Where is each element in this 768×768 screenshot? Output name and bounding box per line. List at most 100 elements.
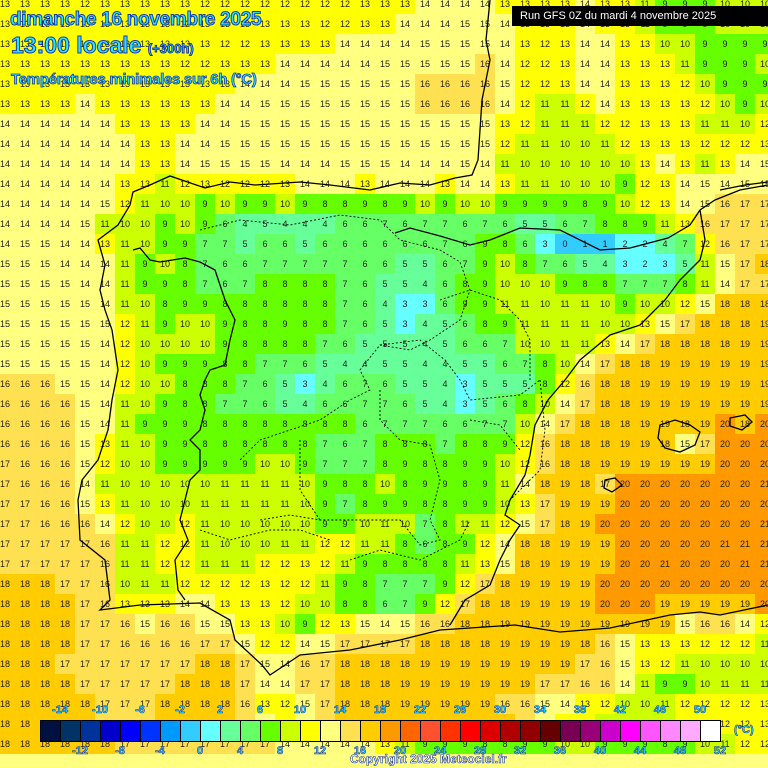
grid-value: 14 xyxy=(395,154,415,174)
grid-value: 12 xyxy=(115,354,135,374)
grid-value: 17 xyxy=(15,554,35,574)
grid-value: 15 xyxy=(195,614,215,634)
grid-value: 13 xyxy=(635,94,655,114)
grid-value: 9 xyxy=(435,474,455,494)
grid-value: 17 xyxy=(575,394,595,414)
grid-value: 20 xyxy=(715,574,735,594)
grid-value: 17 xyxy=(135,654,155,674)
grid-value: 14 xyxy=(0,234,15,254)
grid-value: 14 xyxy=(0,194,15,214)
grid-value: 14 xyxy=(295,154,315,174)
grid-value: 5 xyxy=(435,314,455,334)
grid-value: 12 xyxy=(515,114,535,134)
grid-value: 12 xyxy=(675,74,695,94)
grid-value: 13 xyxy=(635,654,655,674)
legend-tick-label: 2 xyxy=(217,704,223,716)
grid-value: 11 xyxy=(335,554,355,574)
legend-swatch xyxy=(121,721,141,741)
grid-value: 11 xyxy=(575,114,595,134)
grid-value: 9 xyxy=(555,274,575,294)
grid-value: 15 xyxy=(375,114,395,134)
grid-value: 10 xyxy=(295,514,315,534)
grid-value: 11 xyxy=(715,114,735,134)
legend-tick-label: -12 xyxy=(72,745,88,757)
grid-value: 21 xyxy=(735,554,755,574)
grid-value: 11 xyxy=(375,514,395,534)
grid-value: 4 xyxy=(315,374,335,394)
grid-value: 11 xyxy=(455,514,475,534)
grid-value: 13 xyxy=(55,94,75,114)
grid-value: 18 xyxy=(475,634,495,654)
grid-value: 5 xyxy=(375,314,395,334)
grid-value: 9 xyxy=(155,394,175,414)
grid-value: 10 xyxy=(535,154,555,174)
parameter-title: Températures minimales sur 6h (°C) xyxy=(11,71,257,88)
grid-value: 13 xyxy=(555,34,575,54)
grid-value: 18 xyxy=(155,694,175,714)
grid-value: 10 xyxy=(375,474,395,494)
grid-value: 10 xyxy=(115,574,135,594)
grid-value: 20 xyxy=(675,474,695,494)
grid-value: 18 xyxy=(395,654,415,674)
grid-value: 14 xyxy=(395,14,415,34)
grid-value: 20 xyxy=(635,594,655,614)
grid-value: 18 xyxy=(435,634,455,654)
grid-value: 15 xyxy=(695,174,715,194)
grid-value: 4 xyxy=(235,214,255,234)
grid-value: 10 xyxy=(155,494,175,514)
grid-value: 10 xyxy=(695,74,715,94)
grid-value: 11 xyxy=(575,294,595,314)
grid-value: 5 xyxy=(415,394,435,414)
grid-value: 9 xyxy=(515,194,535,214)
grid-value: 17 xyxy=(155,654,175,674)
grid-value: 10 xyxy=(695,654,715,674)
grid-value: 19 xyxy=(555,574,575,594)
grid-value: 10 xyxy=(235,534,255,554)
grid-value: 19 xyxy=(635,374,655,394)
grid-value: 19 xyxy=(735,354,755,374)
grid-value: 15 xyxy=(435,114,455,134)
grid-value: 10 xyxy=(195,334,215,354)
grid-value: 17 xyxy=(155,674,175,694)
grid-value: 18 xyxy=(615,394,635,414)
grid-value: 13 xyxy=(255,574,275,594)
grid-value: 11 xyxy=(715,674,735,694)
grid-value: 18 xyxy=(695,314,715,334)
legend-tick-label: 4 xyxy=(237,745,243,757)
grid-value: 16 xyxy=(55,454,75,474)
legend-tick-label: 50 xyxy=(694,704,706,716)
grid-value: 8 xyxy=(295,414,315,434)
grid-value: 13 xyxy=(635,54,655,74)
grid-value: 18 xyxy=(615,374,635,394)
grid-value: 14 xyxy=(575,54,595,74)
grid-value: 15 xyxy=(55,294,75,314)
grid-value: 9 xyxy=(215,314,235,334)
grid-value: 8 xyxy=(515,254,535,274)
grid-value: 15 xyxy=(395,54,415,74)
grid-value: 8 xyxy=(195,434,215,454)
grid-value: 8 xyxy=(435,534,455,554)
grid-value: 6 xyxy=(495,394,515,414)
grid-value: 12 xyxy=(515,454,535,474)
grid-value: 15 xyxy=(375,154,395,174)
grid-value: 9 xyxy=(455,494,475,514)
grid-value: 15 xyxy=(355,94,375,114)
grid-value: 7 xyxy=(575,214,595,234)
grid-value: 6 xyxy=(415,234,435,254)
grid-value: 20 xyxy=(755,574,768,594)
grid-value: 9 xyxy=(615,174,635,194)
grid-value: 9 xyxy=(155,314,175,334)
grid-value: 11 xyxy=(115,394,135,414)
grid-value: 14 xyxy=(175,154,195,174)
grid-value: 9 xyxy=(355,194,375,214)
grid-value: 10 xyxy=(755,654,768,674)
grid-value: 19 xyxy=(715,374,735,394)
grid-value: 8 xyxy=(415,554,435,574)
grid-value: 12 xyxy=(515,434,535,454)
grid-value: 12 xyxy=(755,734,768,754)
grid-value: 17 xyxy=(75,654,95,674)
grid-value: 18 xyxy=(515,534,535,554)
grid-value: 9 xyxy=(175,234,195,254)
grid-value: 11 xyxy=(515,174,535,194)
grid-value: 11 xyxy=(195,494,215,514)
